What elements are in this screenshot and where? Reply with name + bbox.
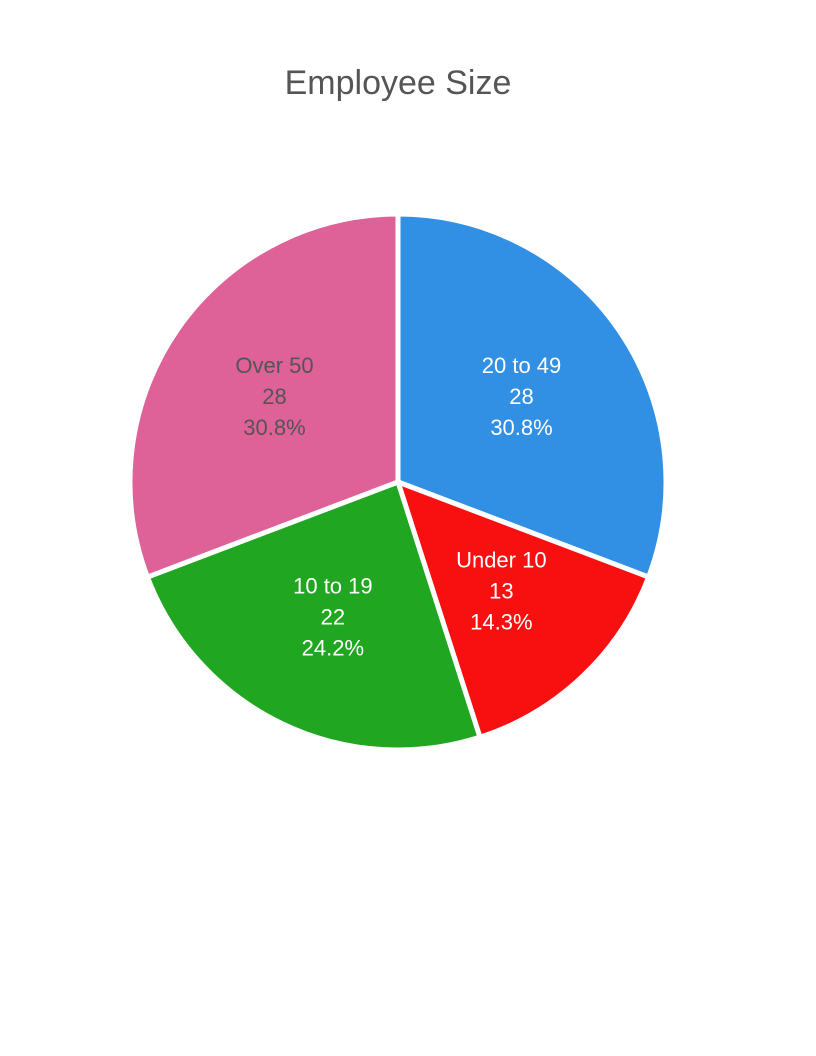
slice-value-over-50: 28 bbox=[262, 384, 286, 409]
slice-value-10-to-19: 22 bbox=[321, 605, 345, 630]
pie-slice-over-50[interactable] bbox=[127, 211, 401, 580]
pie-labels: 20 to 49 28 30.8% Under 10 13 14.3% 10 to 19 22… bbox=[235, 353, 561, 660]
slice-label-under-10: Under 10 bbox=[456, 547, 547, 572]
slice-percent-under-10: 14.3% bbox=[470, 609, 532, 634]
pie-slice-10-to-19[interactable] bbox=[144, 479, 483, 753]
slice-percent-20-to-49: 30.8% bbox=[490, 415, 552, 440]
slice-label-over-50: Over 50 bbox=[235, 353, 313, 378]
pie-slice-20-to-49[interactable] bbox=[395, 211, 669, 580]
slice-value-20-to-49: 28 bbox=[509, 384, 533, 409]
slice-label-10-to-19: 10 to 19 bbox=[293, 574, 373, 599]
slice-percent-10-to-19: 24.2% bbox=[302, 636, 364, 661]
pie-slices bbox=[127, 211, 669, 753]
slice-label-20-to-49: 20 to 49 bbox=[482, 353, 562, 378]
chart-title: Employee Size bbox=[284, 64, 512, 102]
slice-value-under-10: 13 bbox=[489, 578, 513, 603]
slice-percent-over-50: 30.8% bbox=[243, 415, 305, 440]
